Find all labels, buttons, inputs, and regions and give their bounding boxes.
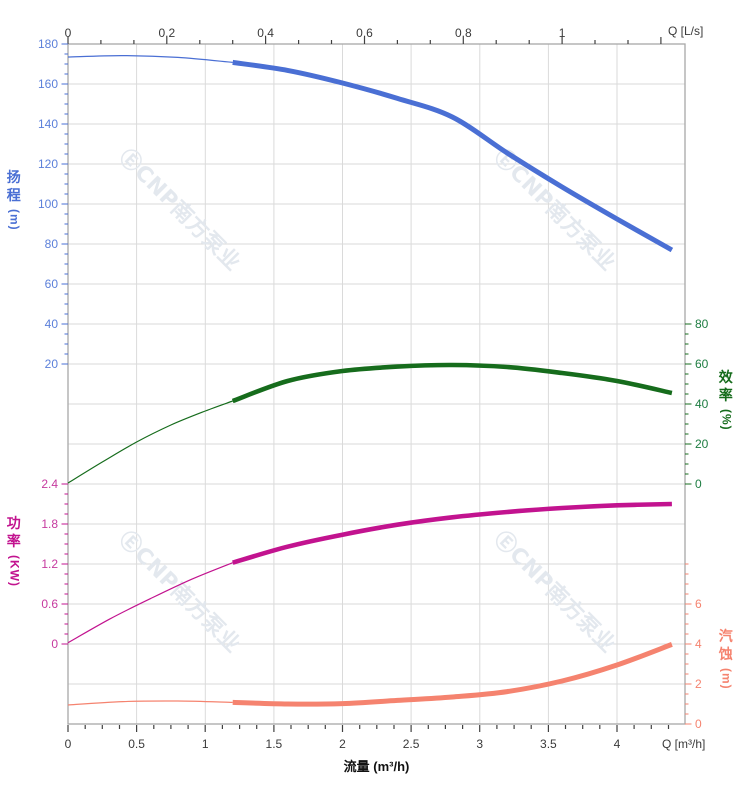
head-tick-label: 60	[45, 277, 59, 291]
top-axis-tick-label: 0.8	[455, 26, 472, 40]
efficiency-curve	[231, 362, 673, 404]
power-tick-label: 0.6	[41, 597, 58, 611]
power-tick-label: 2.4	[41, 477, 58, 491]
npsh-curve-thin	[67, 700, 233, 706]
npsh-axis-title-text: 汽蚀	[718, 628, 733, 663]
efficiency-tick-label: 20	[695, 437, 709, 451]
efficiency-tick-label: 0	[695, 477, 702, 491]
npsh-tick-label: 6	[695, 597, 702, 611]
efficiency-axis-title: 效率 (%)	[718, 368, 734, 431]
bottom-axis-tick-label: 3.5	[540, 737, 557, 751]
npsh-tick-label: 0	[695, 717, 702, 731]
top-axis-unit-label: Q [L/s]	[668, 24, 704, 38]
head-curve	[232, 59, 674, 253]
head-tick-label: 80	[45, 237, 59, 251]
npsh-axis-unit: (m)	[719, 668, 734, 691]
head-tick-label: 40	[45, 317, 59, 331]
top-axis-tick-label: 0.4	[257, 26, 274, 40]
bottom-axis-tick-label: 0	[65, 737, 72, 751]
head-tick-label: 140	[38, 117, 58, 131]
top-axis-tick-label: 1	[559, 26, 566, 40]
head-axis-title-text: 扬程	[6, 169, 21, 204]
top-axis-tick-label: 0.6	[356, 26, 373, 40]
power-tick-label: 1.2	[41, 557, 58, 571]
bottom-axis-tick-label: 3	[476, 737, 483, 751]
head-tick-label: 120	[38, 157, 58, 171]
power-curve	[232, 501, 672, 565]
head-curve-thin	[67, 54, 233, 63]
head-tick-label: 100	[38, 197, 58, 211]
bottom-axis-unit-label: Q [m³/h]	[662, 737, 706, 751]
bottom-axis-tick-label: 2.5	[403, 737, 420, 751]
bottom-axis-tick-label: 1	[202, 737, 209, 751]
head-tick-label: 180	[38, 37, 58, 51]
bottom-axis-tick-label: 2	[339, 737, 346, 751]
head-tick-label: 20	[45, 357, 59, 371]
efficiency-axis-title-text: 效率	[718, 369, 733, 404]
power-tick-label: 1.8	[41, 517, 58, 531]
efficiency-tick-label: 60	[695, 357, 709, 371]
efficiency-curve-thin	[67, 400, 233, 484]
power-axis-title-text: 功率	[6, 515, 21, 550]
power-axis-unit: (KW)	[7, 555, 22, 588]
power-axis-title: 功率 (KW)	[6, 514, 22, 587]
npsh-axis-title: 汽蚀 (m)	[718, 627, 734, 690]
bottom-axis-tick-label: 4	[614, 737, 621, 751]
power-curve-thin	[67, 562, 233, 644]
head-axis-title: 扬程 (m)	[6, 168, 22, 231]
top-axis-tick-label: 0	[65, 26, 72, 40]
npsh-tick-label: 2	[695, 677, 702, 691]
efficiency-tick-label: 40	[695, 397, 709, 411]
npsh-tick-label: 4	[695, 637, 702, 651]
bottom-axis-tick-label: 1.5	[266, 737, 283, 751]
head-axis-unit: (m)	[7, 209, 22, 232]
head-tick-label: 160	[38, 77, 58, 91]
top-axis-tick-label: 0.2	[158, 26, 175, 40]
bottom-axis-tick-label: 0.5	[128, 737, 145, 751]
npsh-curve	[232, 642, 673, 707]
efficiency-axis-unit: (%)	[719, 409, 734, 432]
efficiency-tick-label: 80	[695, 317, 709, 331]
power-tick-label: 0	[51, 637, 58, 651]
x-axis-title: 流量 (m³/h)	[343, 759, 410, 774]
